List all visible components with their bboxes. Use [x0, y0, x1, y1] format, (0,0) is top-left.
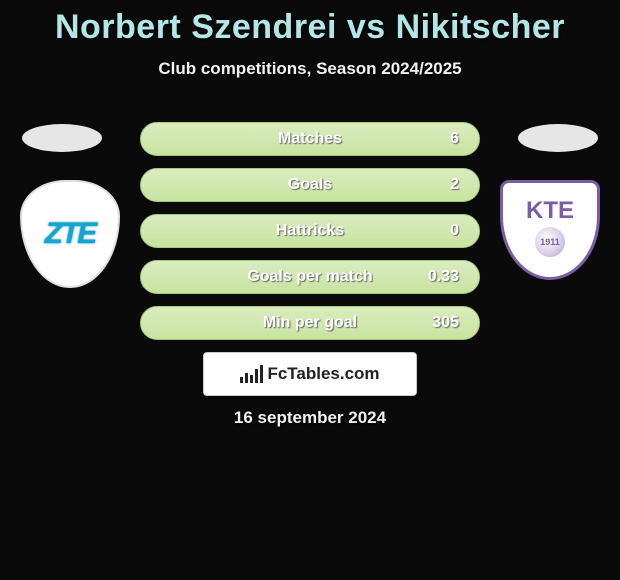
brand-name: FcTables.com: [267, 364, 379, 384]
club-left-short: ZTE: [45, 217, 96, 251]
stat-label: Goals per match: [247, 268, 372, 286]
stat-row-hattricks: Hattricks 0: [140, 214, 480, 248]
stat-label: Matches: [278, 130, 342, 148]
stat-row-goals: Goals 2: [140, 168, 480, 202]
player-photo-left: [22, 124, 102, 152]
club-logo-left: ZTE: [20, 180, 120, 288]
stat-row-matches: Matches 6: [140, 122, 480, 156]
date-label: 16 september 2024: [0, 408, 620, 428]
subtitle: Club competitions, Season 2024/2025: [0, 59, 620, 79]
stats-zone: Matches 6 Goals 2 Hattricks 0 Goals per …: [140, 122, 480, 352]
club-right-ball: 1911: [535, 227, 565, 257]
page-title: Norbert Szendrei vs Nikitscher: [0, 0, 620, 47]
shield-right: KTE 1911: [500, 180, 600, 280]
player-photo-right: [518, 124, 598, 152]
stat-value-right: 305: [432, 314, 459, 332]
stat-label: Goals: [288, 176, 332, 194]
brand-box[interactable]: FcTables.com: [203, 352, 417, 396]
club-right-founding: 1911: [540, 237, 560, 247]
stat-row-goals-per-match: Goals per match 0.33: [140, 260, 480, 294]
stat-value-right: 0: [450, 222, 459, 240]
stat-label: Hattricks: [276, 222, 344, 240]
stat-value-right: 6: [450, 130, 459, 148]
stat-label: Min per goal: [263, 314, 357, 332]
club-logo-right: KTE 1911: [500, 180, 600, 288]
bar-chart-icon: [240, 365, 263, 383]
shield-left: ZTE: [20, 180, 120, 288]
stat-value-right: 0.33: [428, 268, 459, 286]
stat-value-right: 2: [450, 176, 459, 194]
club-right-short: KTE: [526, 197, 574, 225]
stat-row-min-per-goal: Min per goal 305: [140, 306, 480, 340]
